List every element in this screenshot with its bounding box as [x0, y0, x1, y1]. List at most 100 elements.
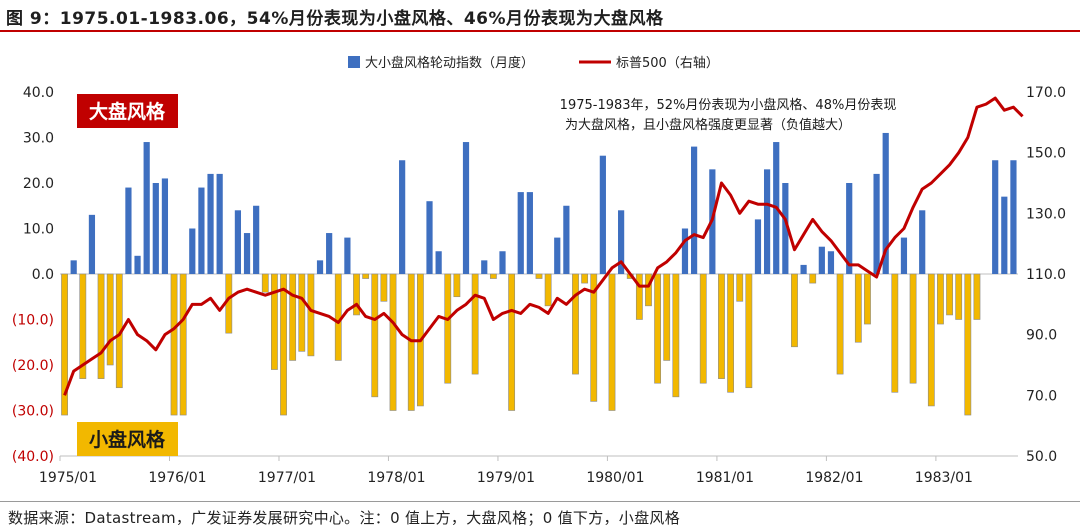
bar	[399, 160, 406, 274]
bar	[854, 273, 862, 343]
bar	[125, 187, 132, 274]
small-cap-label: 小盘风格	[77, 422, 178, 456]
bar	[316, 260, 324, 274]
bar	[234, 210, 242, 274]
y-left-tick-label: 0.0	[32, 267, 54, 283]
bar	[581, 273, 589, 284]
bar	[818, 246, 825, 274]
y-left-tick-label: (30.0)	[12, 404, 54, 420]
bar	[143, 142, 150, 274]
chart: 大小盘风格轮动指数（月度） 标普500（右轴） 40.0 30.0 20.0 10.0…	[12, 55, 1066, 486]
bar	[992, 160, 999, 274]
bar	[481, 260, 488, 274]
bar	[326, 233, 333, 274]
bar	[517, 192, 524, 274]
sp500-line	[63, 96, 1024, 396]
bar	[134, 255, 141, 274]
bar	[927, 273, 935, 407]
bar	[298, 273, 306, 352]
bar	[800, 264, 807, 274]
bar	[937, 273, 944, 325]
figure-title: 图 9：1975.01-1983.06，54%月份表现为小盘风格、46%月份表现…	[6, 9, 664, 29]
bar	[70, 260, 77, 274]
bar	[672, 273, 680, 398]
bar	[955, 273, 963, 320]
bar	[106, 273, 114, 366]
bar	[61, 273, 68, 416]
bar	[371, 273, 379, 398]
bar	[608, 273, 616, 411]
chart-annotation: 1975-1983年，52%月份表现为小盘风格、48%月份表现 为大盘风格，且小…	[560, 97, 897, 133]
bar	[271, 273, 278, 370]
bar-series	[61, 132, 1017, 416]
bar	[426, 201, 433, 274]
bar	[681, 228, 689, 274]
bar	[754, 219, 762, 274]
bar	[745, 273, 753, 389]
bar	[882, 132, 889, 274]
bar	[380, 273, 388, 302]
bar	[161, 178, 169, 274]
x-tick-label: 1978/01	[367, 470, 425, 486]
bar	[79, 273, 87, 379]
bar	[919, 210, 926, 274]
legend-label-bars: 大小盘风格轮动指数（月度）	[365, 55, 534, 71]
bar	[353, 273, 360, 316]
y-left-tick-label: 40.0	[23, 85, 54, 101]
bar	[489, 273, 497, 279]
y-right-tick-label: 130.0	[1026, 206, 1066, 222]
y-left-tick-label: 20.0	[23, 176, 54, 192]
x-tick-label: 1975/01	[39, 470, 97, 486]
bar	[179, 273, 187, 416]
big-cap-label: 大盘风格	[77, 94, 178, 128]
bar	[535, 273, 543, 279]
bar	[599, 155, 606, 274]
y-right-tick-label: 150.0	[1026, 146, 1066, 162]
x-tick-label: 1983/01	[915, 470, 973, 486]
bar	[1001, 196, 1008, 274]
bar	[736, 273, 744, 302]
bar	[563, 205, 570, 274]
bar	[307, 273, 315, 357]
bar	[873, 173, 880, 274]
bar	[718, 273, 725, 379]
bar	[763, 169, 771, 274]
y-left-tick-label: (20.0)	[12, 358, 54, 374]
y-axis-left: 40.0 30.0 20.0 10.0 0.0 (10.0) (20.0) (30.0) (40…	[12, 85, 54, 465]
bar	[782, 183, 789, 274]
bar	[462, 142, 470, 274]
bar	[699, 273, 707, 384]
annotation-line-2: 为大盘风格，且小盘风格强度更显著（负值越大）	[565, 117, 851, 133]
bar	[663, 273, 671, 361]
bar	[618, 210, 625, 274]
bar	[97, 273, 105, 379]
footer-divider	[0, 501, 1080, 502]
y-right-tick-label: 90.0	[1026, 328, 1057, 344]
bar	[864, 273, 871, 325]
x-tick-label: 1976/01	[148, 470, 206, 486]
y-axis-right: 170.0 150.0 130.0 110.0 90.0 70.0 50.0	[1026, 85, 1066, 465]
bar	[590, 273, 598, 402]
y-right-tick-label: 70.0	[1026, 388, 1057, 404]
bar	[207, 173, 214, 274]
bar	[253, 205, 260, 274]
bar	[964, 273, 972, 416]
bar	[198, 187, 205, 274]
bar	[280, 273, 287, 416]
bar	[453, 273, 461, 298]
x-tick-label: 1982/01	[805, 470, 863, 486]
bar	[645, 273, 652, 307]
bar	[727, 273, 734, 393]
bar	[261, 273, 269, 293]
legend-swatch-bars	[348, 56, 360, 68]
bar	[791, 273, 798, 348]
bar	[900, 237, 908, 274]
bar	[654, 273, 662, 384]
bar	[526, 192, 533, 274]
title-divider	[0, 30, 1080, 32]
bar	[973, 273, 981, 320]
bar	[691, 146, 698, 274]
big-cap-label-text: 大盘风格	[89, 100, 166, 123]
bar	[243, 233, 251, 274]
bar	[508, 273, 516, 411]
